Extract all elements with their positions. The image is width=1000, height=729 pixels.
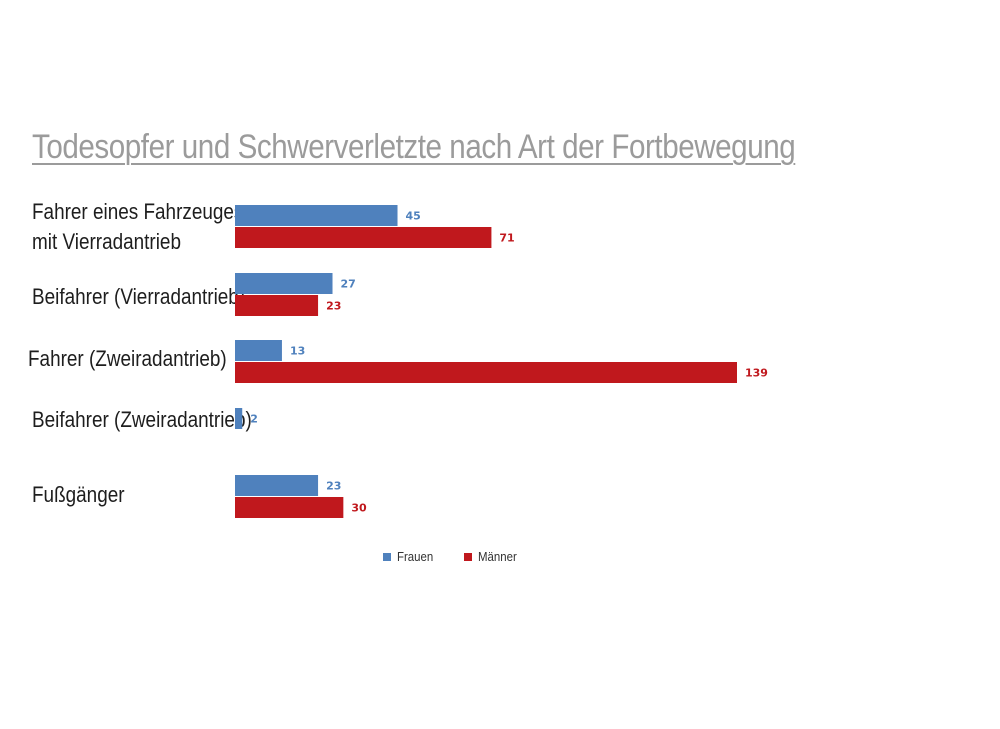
category-label-1: Beifahrer (Vierradantrieb) bbox=[32, 284, 246, 309]
legend-swatch-frauen bbox=[383, 552, 391, 561]
category-label-4: Fußgänger bbox=[32, 482, 125, 507]
legend-item-maenner: Männer bbox=[464, 549, 522, 564]
category-label-0-line-1: Fahrer eines Fahrzeuges bbox=[32, 199, 244, 224]
bar-frauen-4 bbox=[235, 475, 319, 496]
category-label-0-line-2: mit Vierradantrieb bbox=[32, 229, 181, 254]
category-label-3: Beifahrer (Zweiradantrieb) bbox=[32, 407, 252, 432]
bar-frauen-2 bbox=[235, 340, 282, 361]
value-label-frauen-4: 23 bbox=[326, 480, 341, 493]
bar-frauen-3 bbox=[235, 408, 243, 429]
legend: Frauen Männer bbox=[383, 549, 522, 564]
legend-swatch-maenner bbox=[464, 552, 473, 561]
bar-frauen-0 bbox=[235, 205, 398, 226]
bar-männer-4 bbox=[235, 497, 344, 518]
category-label-0: Fahrer eines Fahrzeuges mit Vierradantri… bbox=[32, 197, 243, 257]
bar-frauen-1 bbox=[235, 273, 333, 294]
value-label-frauen-3: 2 bbox=[250, 413, 258, 426]
legend-label-maenner: Männer bbox=[478, 549, 517, 564]
category-label-2: Fahrer (Zweiradantrieb) bbox=[28, 346, 227, 371]
value-label-frauen-1: 27 bbox=[341, 278, 356, 291]
legend-item-frauen: Frauen bbox=[383, 549, 438, 564]
legend-label-frauen: Frauen bbox=[397, 549, 434, 564]
value-label-männer-1: 23 bbox=[326, 300, 341, 313]
value-label-männer-0: 71 bbox=[499, 232, 514, 245]
chart-title: Todesopfer und Schwerverletzte nach Art … bbox=[32, 128, 796, 166]
value-label-frauen-2: 13 bbox=[290, 345, 305, 358]
bar-männer-1 bbox=[235, 295, 319, 316]
bar-männer-2 bbox=[235, 362, 737, 383]
value-label-männer-2: 139 bbox=[745, 367, 768, 380]
value-label-männer-4: 30 bbox=[351, 502, 367, 515]
bar-männer-0 bbox=[235, 227, 492, 248]
value-label-frauen-0: 45 bbox=[406, 210, 421, 223]
